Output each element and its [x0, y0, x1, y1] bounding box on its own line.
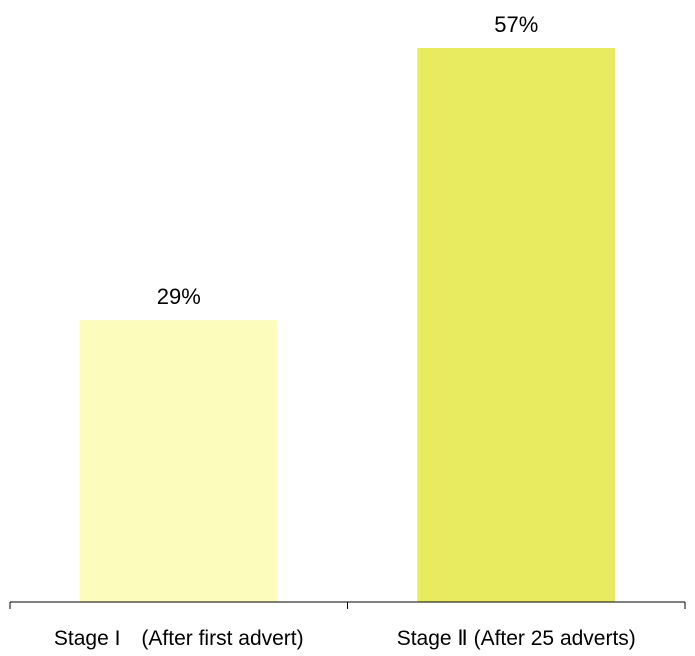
x-tick-label-2: Stage Ⅱ (After 25 adverts) — [397, 627, 636, 650]
data-labels-group: 29% 57% — [157, 12, 539, 309]
bar-2 — [417, 48, 616, 602]
bar-1 — [79, 320, 278, 602]
x-tick-label-1: Stage I (After first advert) — [54, 627, 304, 650]
data-label-1: 29% — [157, 284, 201, 309]
data-label-2: 57% — [494, 12, 538, 37]
x-axis-tick-labels: Stage I (After first advert) Stage Ⅱ (Aft… — [54, 627, 636, 650]
x-axis-ticks — [9, 602, 686, 609]
bars-group — [79, 48, 616, 602]
